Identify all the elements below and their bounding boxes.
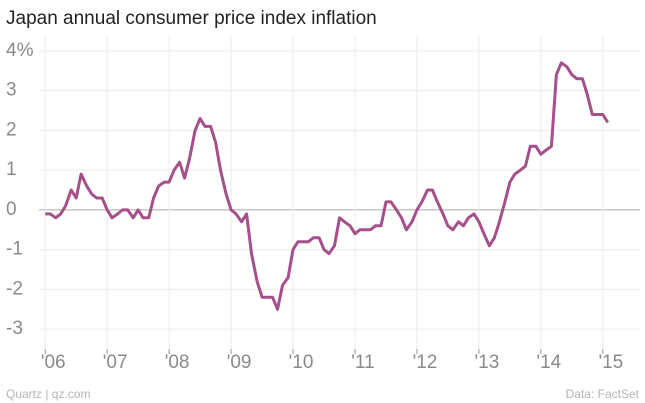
source: Data: FactSet [566, 387, 640, 401]
x-tick-label: '09 [227, 352, 252, 373]
y-tick-label: 2 [6, 119, 17, 140]
line [45, 61, 610, 311]
x-tick-label: '10 [289, 352, 314, 373]
x-tick-label: '07 [103, 352, 128, 373]
y-tick-label: 3 [6, 80, 17, 101]
y-tick-label: -3 [6, 318, 23, 339]
y-tick-label: 0 [6, 199, 17, 220]
x-tick-label: '08 [165, 352, 190, 373]
x-tick-label: '13 [475, 352, 500, 373]
credit: Quartz | qz.com [6, 387, 90, 401]
x-tick-label: '15 [598, 352, 623, 373]
y-tick-label: -1 [6, 239, 23, 260]
y-tick-label: -2 [6, 278, 23, 299]
x-tick-label: '14 [536, 352, 561, 373]
x-tick-label: '06 [41, 352, 66, 373]
x-tick-label: '12 [413, 352, 438, 373]
y-tick-label: 1 [6, 159, 17, 180]
chart-title: Japan annual consumer price index inflat… [6, 8, 377, 29]
x-tick-label: '11 [351, 352, 374, 373]
y-tick-label: 4% [6, 40, 34, 61]
